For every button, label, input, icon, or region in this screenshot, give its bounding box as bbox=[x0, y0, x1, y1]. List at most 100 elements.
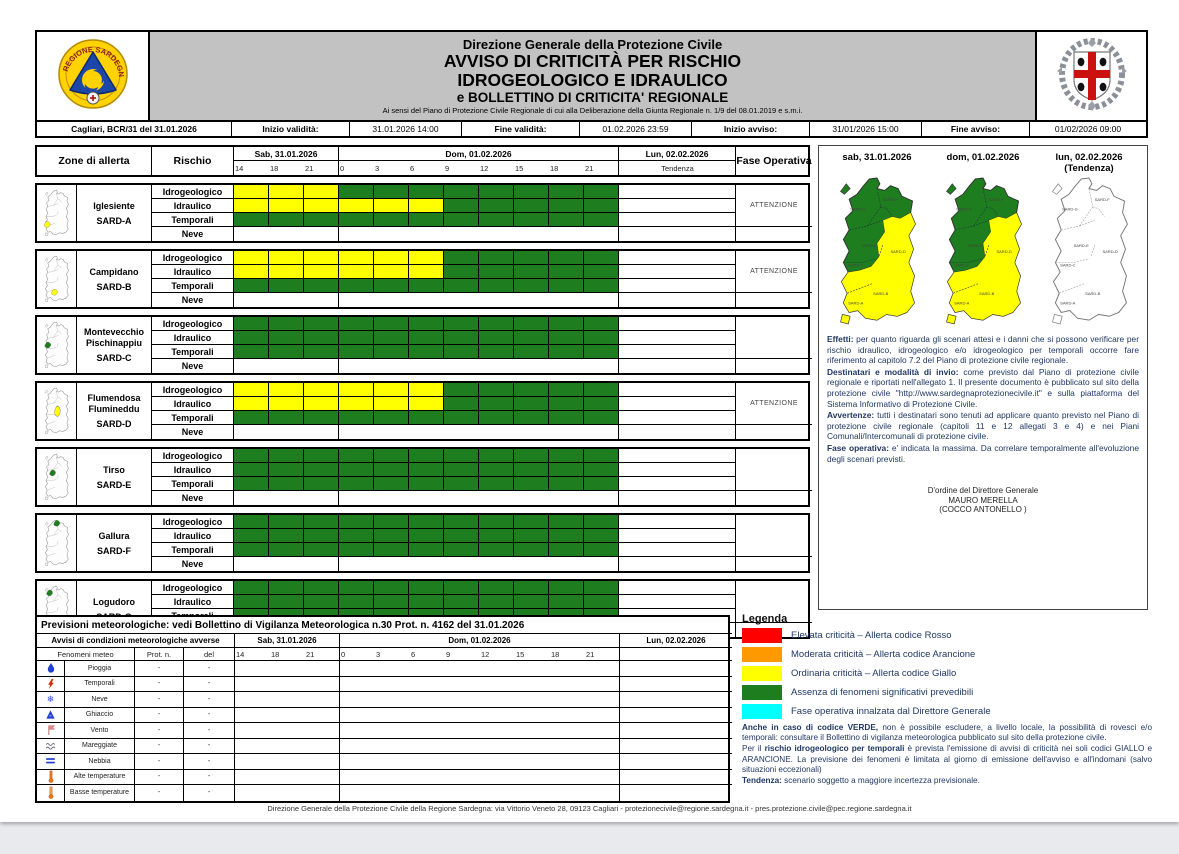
hour-label: 9 bbox=[445, 163, 450, 173]
alert-cell bbox=[374, 213, 409, 227]
phenomenon-del: - bbox=[184, 723, 235, 739]
alert-table-header: Zone di allerta Rischio Sab, 31.01.2026 Dom… bbox=[35, 145, 812, 177]
meteo-day-dom: Dom, 01.02.2026 bbox=[340, 634, 620, 648]
panel-paragraph: Destinatari e modalità di invio: come pr… bbox=[827, 366, 1139, 409]
risk-label: Temporali bbox=[152, 543, 234, 557]
alert-cell bbox=[269, 515, 304, 529]
phenomenon-del: - bbox=[184, 785, 235, 801]
hour-label: 18 bbox=[270, 163, 279, 173]
alert-cell bbox=[549, 397, 584, 411]
zone-block: Gallura SARD-F Idrogeologico Idraulico Tempo… bbox=[35, 513, 812, 573]
phenomenon-lun-cell bbox=[620, 677, 732, 692]
alert-cell bbox=[269, 317, 304, 331]
phenomenon-lun-cell bbox=[620, 770, 732, 785]
alert-cell bbox=[549, 449, 584, 463]
alert-cell bbox=[549, 331, 584, 345]
storm-lightning-icon bbox=[37, 676, 65, 692]
alert-cell bbox=[304, 449, 339, 463]
legend-item-label: Moderata criticità – Allerta codice Aran… bbox=[791, 649, 976, 660]
alert-cell bbox=[304, 331, 339, 345]
svg-text:SARD-C: SARD-C bbox=[954, 262, 969, 267]
phenomenon-del: - bbox=[184, 754, 235, 770]
alert-cell bbox=[479, 383, 514, 397]
map-title: lun, 02.02.2026 (Tendenza) bbox=[1055, 152, 1123, 174]
alert-cell bbox=[444, 595, 479, 609]
alert-cell bbox=[374, 397, 409, 411]
zone-code: SARD-F bbox=[97, 545, 131, 556]
alert-cell bbox=[479, 279, 514, 293]
phenomenon-del: - bbox=[184, 738, 235, 754]
tendenza-cell bbox=[619, 529, 736, 543]
svg-text:SARD-E: SARD-E bbox=[1074, 243, 1089, 248]
alert-cell bbox=[514, 581, 549, 595]
alert-cell bbox=[514, 543, 549, 557]
risk-label: Idraulico bbox=[152, 595, 234, 609]
tendenza-cell bbox=[619, 213, 736, 227]
phenomenon-label: Vento bbox=[65, 723, 135, 739]
alert-cell bbox=[304, 317, 339, 331]
info-cell: Fine avviso: bbox=[922, 122, 1030, 136]
alert-cell bbox=[374, 543, 409, 557]
tendenza-cell bbox=[619, 623, 736, 637]
alert-cell bbox=[549, 543, 584, 557]
phenomenon-del: - bbox=[184, 707, 235, 723]
info-cell: Fine validità: bbox=[462, 122, 580, 136]
alert-cell bbox=[374, 515, 409, 529]
alert-cell bbox=[584, 251, 619, 265]
alert-cell bbox=[269, 383, 304, 397]
alert-cell-empty bbox=[234, 425, 339, 439]
alert-cell bbox=[584, 411, 619, 425]
hour-label: 12 bbox=[480, 163, 489, 173]
alert-cell bbox=[479, 251, 514, 265]
alert-cell bbox=[339, 397, 374, 411]
meteo-hour-label: 9 bbox=[445, 648, 480, 661]
alert-cell bbox=[444, 213, 479, 227]
zone-block: Iglesiente SARD-A Idrogeologico Idraulico Te… bbox=[35, 183, 812, 243]
map-column: lun, 02.02.2026 (Tendenza) SARD-G SARD-F SA… bbox=[1039, 152, 1139, 333]
zone-code: SARD-D bbox=[96, 419, 132, 429]
tendenza-cell bbox=[619, 279, 736, 293]
sardinia-map: SARD-G SARD-F SARD-E SARD-D SARD-C SARD-B SARD… bbox=[827, 174, 927, 333]
phenomenon-prot: - bbox=[135, 676, 184, 692]
zone-name: Montevecchio Pischinappiu bbox=[83, 327, 144, 348]
zone-map-thumbnail bbox=[37, 251, 77, 307]
meteo-table: Previsioni meteorologiche: vedi Bolletti… bbox=[35, 615, 732, 803]
tendenza-cell bbox=[619, 185, 736, 199]
alert-cell bbox=[269, 279, 304, 293]
meteo-head-empty bbox=[620, 648, 732, 661]
alert-cell bbox=[304, 543, 339, 557]
phenomenon-sab-cell bbox=[235, 692, 340, 708]
alert-cell-empty bbox=[339, 425, 619, 439]
zone-code: SARD-A bbox=[96, 215, 132, 226]
legend-color-swatch bbox=[742, 628, 782, 643]
zone-map-thumbnail bbox=[37, 515, 77, 571]
alert-table: Zone di allerta Rischio Sab, 31.01.2026 Dom… bbox=[35, 145, 812, 639]
alert-cell bbox=[269, 543, 304, 557]
hour-label: 21 bbox=[584, 161, 619, 175]
hour-label: 21 bbox=[304, 161, 339, 175]
alert-cell bbox=[269, 529, 304, 543]
legend-item: Elevata criticità – Allerta codice Rosso bbox=[742, 628, 1152, 643]
alert-cell bbox=[234, 383, 269, 397]
fase-operativa-cell bbox=[736, 449, 812, 491]
alert-cell-empty bbox=[234, 293, 339, 307]
risk-label: Idraulico bbox=[152, 331, 234, 345]
svg-text:SARD-G: SARD-G bbox=[1062, 207, 1078, 212]
alert-cell bbox=[584, 331, 619, 345]
tendenza-cell bbox=[619, 293, 736, 307]
legend-note: Tendenza: scenario soggetto a maggiore i… bbox=[742, 776, 980, 786]
alert-cell bbox=[269, 185, 304, 199]
svg-text:SARD-A: SARD-A bbox=[1060, 301, 1075, 306]
fase-operativa-empty bbox=[736, 425, 812, 439]
alert-cell bbox=[374, 331, 409, 345]
alert-cell bbox=[479, 397, 514, 411]
tendenza-cell bbox=[619, 345, 736, 359]
alert-cell bbox=[514, 449, 549, 463]
zone-name: Tirso bbox=[103, 464, 125, 475]
alert-cell bbox=[584, 317, 619, 331]
alert-cell bbox=[409, 449, 444, 463]
law-reference: Ai sensi del Piano di Protezione Civile … bbox=[382, 106, 803, 115]
meteo-hour-label: 15 bbox=[515, 648, 550, 661]
panel-paragraphs: Effetti: per quanto riguarda gli scenari… bbox=[827, 333, 1139, 464]
panel-paragraph: Effetti: per quanto riguarda gli scenari… bbox=[827, 334, 1139, 366]
